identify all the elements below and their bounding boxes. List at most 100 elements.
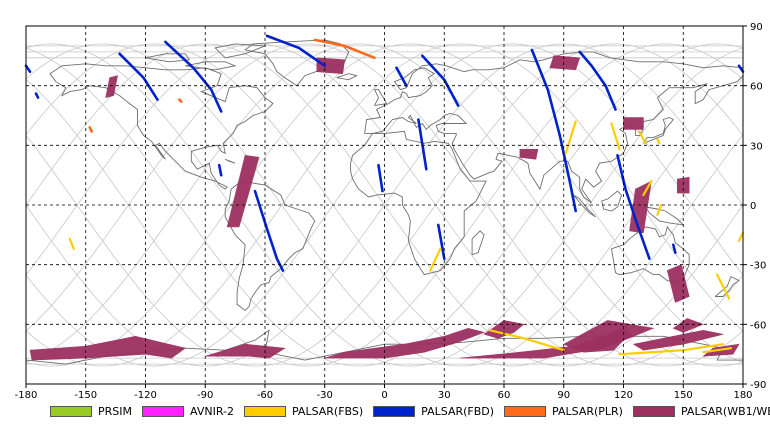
swath-palsar-fbd <box>672 243 677 254</box>
x-tick-label: 180 <box>733 390 752 401</box>
y-tick-label: 30 <box>750 141 763 152</box>
coastline <box>714 275 740 297</box>
legend-label-avnir2: AVNIR-2 <box>190 404 234 418</box>
x-tick-label: -30 <box>317 390 333 401</box>
coastline <box>224 180 316 311</box>
swath-palsar-fbs <box>68 237 75 250</box>
swath-wb <box>519 149 539 160</box>
swath-palsar-fbd <box>395 66 408 87</box>
legend-item-avnir2: AVNIR-2 <box>142 401 234 421</box>
coastline <box>225 158 236 164</box>
swath-wb <box>549 55 581 71</box>
x-tick-label: 90 <box>557 390 570 401</box>
swath-palsar-fbs <box>656 138 661 145</box>
legend-label-palsar-plr: PALSAR(PLR) <box>552 404 623 418</box>
swath-wb <box>623 117 644 130</box>
wb-swath-layer <box>29 55 740 361</box>
x-tick-label: 120 <box>614 390 633 401</box>
orbit-track <box>25 43 744 367</box>
swath-wb <box>672 318 705 333</box>
swath-wb <box>205 343 286 359</box>
y-tick-label: 0 <box>750 201 756 212</box>
swath-palsar-fbs <box>638 130 647 145</box>
legend-swatch-palsar-fbd <box>373 405 416 417</box>
swath-palsar-fbd <box>217 163 223 177</box>
coastline <box>601 190 623 212</box>
swath-palsar-fbs <box>737 231 745 242</box>
x-tick-label: -150 <box>74 390 97 401</box>
legend-label-palsar-fbd: PALSAR(FBD) <box>421 404 495 418</box>
x-tick-label: -180 <box>15 390 38 401</box>
legend-swatch-avnir2 <box>142 405 184 417</box>
x-tick-label: -90 <box>197 390 213 401</box>
legend-swatch-palsar-fbs <box>243 405 286 417</box>
x-tick-label: 0 <box>381 390 387 401</box>
y-tick-label: -30 <box>750 261 766 272</box>
coastline <box>645 206 685 226</box>
coastline <box>214 43 266 59</box>
y-axis-ticks: 90 60 30 0 -30 -60 -90 <box>743 22 766 391</box>
legend-swatch-palsar-wb <box>632 405 675 417</box>
legend-item-palsar-fbd: PALSAR(FBD) <box>373 401 494 421</box>
strip-swath-layer <box>24 34 745 356</box>
legend-item-palsar-plr: PALSAR(PLR) <box>504 401 623 421</box>
legend-item-palsar-wb: PALSAR(WB1/WB2) <box>632 401 770 421</box>
legend-label-palsar-fbs: PALSAR(FBS) <box>291 404 364 418</box>
swath-palsar-fbd <box>377 163 384 193</box>
legend-swatch-palsar-plr <box>504 405 547 417</box>
x-tick-label: 60 <box>498 390 511 401</box>
x-axis-ticks: -180 -150 -120 -90 -60 -30 0 30 60 90 120 150 180 <box>15 384 753 401</box>
coastline <box>350 130 487 276</box>
x-tick-label: 150 <box>674 390 693 401</box>
swath-wb <box>316 57 346 75</box>
swath-palsar-fbd <box>164 40 223 113</box>
orbit-track <box>25 43 744 367</box>
swath-palsar-fbs <box>656 203 663 216</box>
swath-palsar-fbd <box>437 223 446 260</box>
swath-palsar-fbs <box>610 122 621 151</box>
swath-wb <box>676 176 690 194</box>
swath-palsar-fbd <box>417 118 428 171</box>
swath-palsar-plr <box>313 38 376 60</box>
swath-palsar-fbs <box>564 120 577 155</box>
swath-wb <box>483 320 525 339</box>
swath-palsar-fbd <box>118 52 159 101</box>
x-tick-label: 30 <box>438 390 451 401</box>
legend-swatch-prsim <box>50 405 92 417</box>
swath-palsar-fbs <box>642 180 653 197</box>
legend-label-prsim: PRSIM <box>98 404 132 418</box>
swath-palsar-plr <box>88 126 93 133</box>
coastline <box>145 53 191 63</box>
swath-palsar-fbs <box>716 273 731 300</box>
legend: PRSIM AVNIR-2 PALSAR(FBS) PALSAR(FBD) PA… <box>50 401 770 423</box>
swath-palsar-fbd <box>265 34 327 68</box>
swath-wb <box>105 75 118 99</box>
coastline <box>185 61 237 71</box>
swath-palsar-fbd <box>24 64 32 73</box>
coastline <box>373 89 388 107</box>
coastline <box>573 194 596 218</box>
swath-palsar-fbs <box>489 329 565 352</box>
swath-palsar-fbs <box>429 247 442 272</box>
swath-palsar-fbd <box>616 154 651 260</box>
swath-palsar-fbs <box>702 347 733 354</box>
swath-palsar-fbd <box>578 50 617 111</box>
y-tick-label: 90 <box>750 22 763 33</box>
coastline <box>49 63 274 190</box>
y-tick-label: -90 <box>750 380 766 391</box>
y-tick-label: -60 <box>750 320 766 331</box>
swath-wb <box>226 154 260 228</box>
swath-palsar-fbd <box>34 92 40 99</box>
legend-item-palsar-fbs: PALSAR(FBS) <box>243 401 364 421</box>
swath-wb <box>324 327 486 359</box>
coastline <box>471 230 485 256</box>
swath-palsar-fbd <box>421 54 460 107</box>
swath-palsar-fbd <box>530 48 577 213</box>
coastline <box>643 117 675 144</box>
legend-label-palsar-wb: PALSAR(WB1/WB2) <box>680 404 770 418</box>
swath-wb <box>29 335 187 361</box>
swath-wb <box>632 329 724 351</box>
y-tick-label: 60 <box>750 82 763 93</box>
x-tick-label: -60 <box>257 390 273 401</box>
